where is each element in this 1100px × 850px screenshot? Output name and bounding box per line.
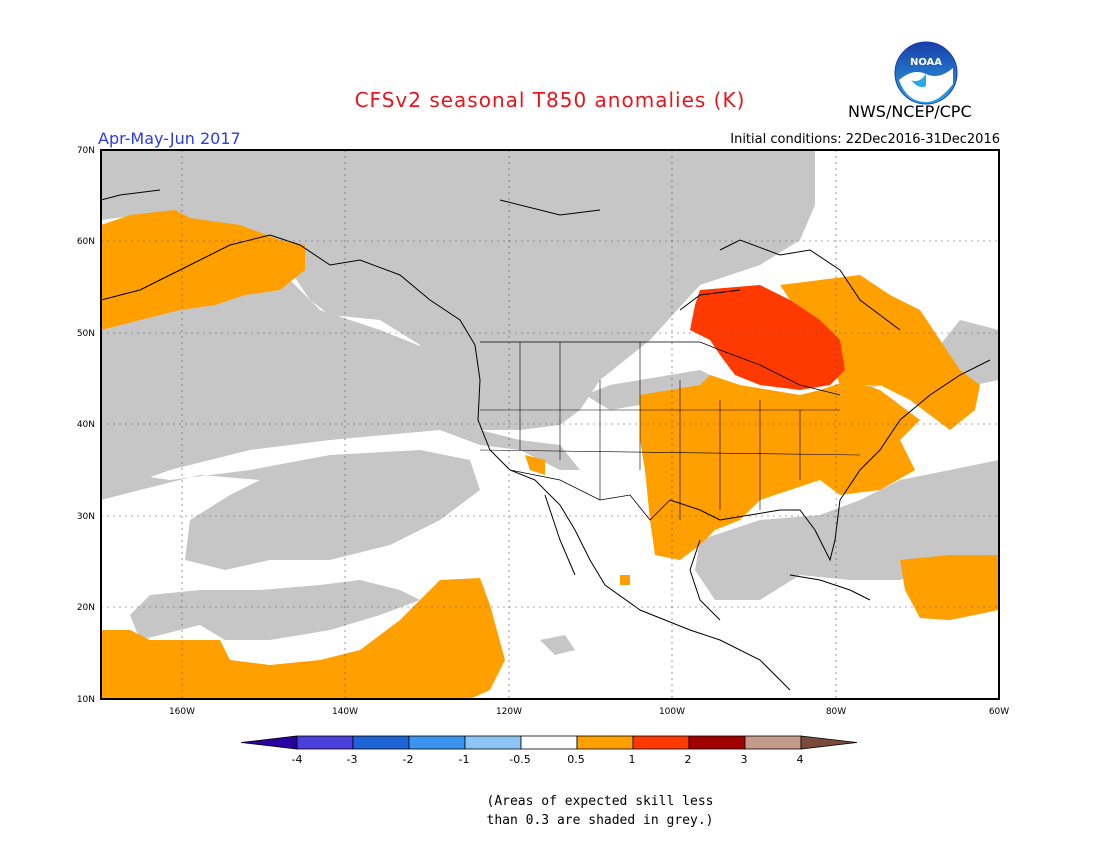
colorbar-segment (688, 735, 746, 750)
anomaly-regions-orange (101, 210, 999, 699)
footnote-line: (Areas of expected skill less (486, 794, 714, 809)
lat-label: 10N (77, 695, 95, 705)
footnote: (Areas of expected skill less than 0.3 a… (400, 792, 800, 830)
colorbar-tick-label: 2 (685, 753, 692, 766)
lon-label: 80W (826, 707, 846, 717)
lat-label: 30N (77, 512, 95, 522)
noaa-logo-text: NOAA (910, 57, 942, 68)
colorbar-tick-label: 0.5 (567, 753, 585, 766)
national-borders (480, 341, 841, 521)
lat-label: 70N (77, 146, 95, 156)
colorbar-end-right (800, 735, 858, 750)
colorbar-tick-label: -3 (347, 753, 358, 766)
season-label: Apr-May-Jun 2017 (98, 129, 241, 148)
state-borders (479, 342, 861, 520)
lon-label: 140W (332, 707, 358, 717)
lat-label: 20N (77, 603, 95, 613)
lat-label: 40N (77, 420, 95, 430)
colorbar-tick-label: 3 (741, 753, 748, 766)
colorbar-tick-label: 4 (797, 753, 804, 766)
colorbar-tick-label: -4 (292, 753, 303, 766)
colorbar-segment (408, 735, 466, 750)
footnote-line: than 0.3 are shaded in grey.) (486, 813, 714, 828)
colorbar-segment (296, 735, 354, 750)
colorbar-tick-label: -2 (403, 753, 414, 766)
lon-label: 60W (989, 707, 1009, 717)
initial-conditions-label: Initial conditions: 22Dec2016-31Dec2016 (730, 132, 1000, 147)
colorbar-segment (576, 735, 634, 750)
colorbar-segment (520, 735, 578, 750)
lat-label: 50N (77, 329, 95, 339)
colorbar-tick-label: -0.5 (509, 753, 530, 766)
colorbar-segment (744, 735, 802, 750)
colorbar-segment (464, 735, 522, 750)
coastlines (101, 189, 991, 691)
anomaly-map: 70N 60N 50N 40N 30N 20N 10N 160W 140W 12… (77, 146, 1009, 717)
map-title: CFSv2 seasonal T850 anomalies (K) (354, 88, 746, 112)
colorbar-tick-label: -1 (459, 753, 470, 766)
lon-label: 100W (659, 707, 685, 717)
graticule (101, 150, 999, 699)
colorbar-segment (632, 735, 690, 750)
agency-label: NWS/NCEP/CPC (848, 102, 972, 121)
lon-label: 120W (496, 707, 522, 717)
colorbar-tick-label: 1 (629, 753, 636, 766)
lat-label: 60N (77, 237, 95, 247)
map-frame (100, 149, 1000, 700)
anomaly-regions-red (690, 285, 845, 390)
lon-label: 160W (169, 707, 195, 717)
noaa-logo: NOAA (894, 41, 958, 105)
colorbar-segment (352, 735, 410, 750)
colorbar: -4 -3 -2 -1 -0.5 0.5 1 2 3 4 (240, 735, 858, 766)
colorbar-end-left (240, 735, 298, 750)
